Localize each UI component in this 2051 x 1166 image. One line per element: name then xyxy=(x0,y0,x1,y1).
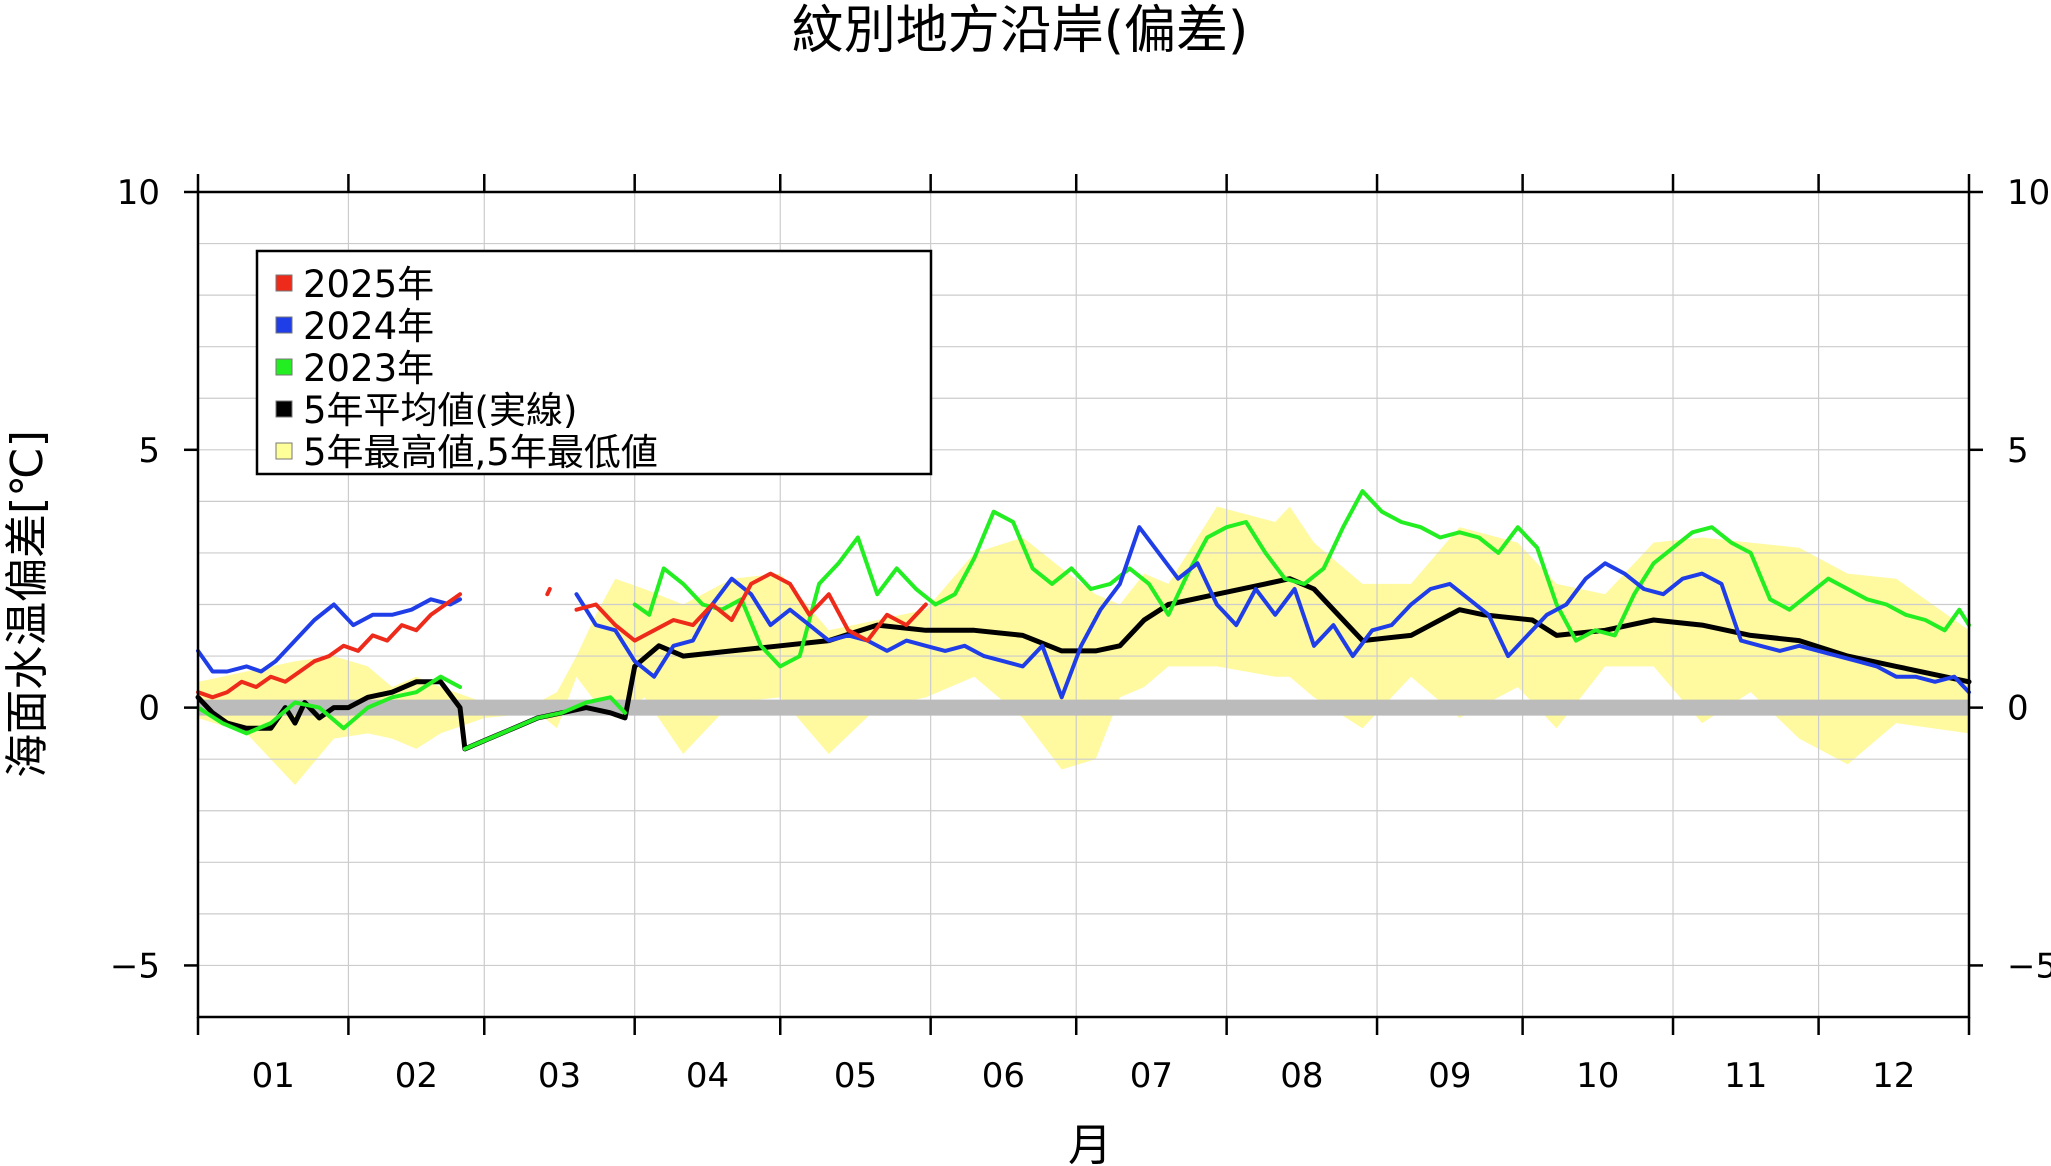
series-1 xyxy=(196,489,1971,751)
series-line xyxy=(462,695,627,751)
legend-swatch xyxy=(275,442,293,460)
series-line xyxy=(196,674,462,736)
zero-line xyxy=(198,699,1969,716)
x-tick-label: 03 xyxy=(538,1056,581,1096)
y-tick-label-right: −5 xyxy=(2007,946,2051,986)
x-tick-label: 12 xyxy=(1872,1056,1915,1096)
x-axis-label: 月 xyxy=(1068,1120,1112,1166)
series-line xyxy=(632,489,1971,669)
legend-label: 5年平均値(実線) xyxy=(303,389,577,432)
x-tick-label: 02 xyxy=(395,1056,438,1096)
y-tick-label: 0 xyxy=(138,689,160,729)
legend-label: 2024年 xyxy=(303,305,434,348)
y-tick-label-right: 5 xyxy=(2007,431,2029,471)
legend-label: 2023年 xyxy=(303,347,434,390)
series-line xyxy=(574,571,928,643)
x-tick-label: 01 xyxy=(252,1056,295,1096)
series-2 xyxy=(196,525,1971,700)
chart-title: 紋別地方沿岸(偏差) xyxy=(792,1,1249,61)
x-tick-label: 05 xyxy=(834,1056,877,1096)
series-line xyxy=(574,525,1971,700)
series-line xyxy=(196,592,462,700)
legend-swatch xyxy=(275,316,293,334)
y-axis-ticks: 10 10 5 5 0 0 −5 −5 xyxy=(110,173,2051,986)
series-0 xyxy=(195,576,1972,752)
legend-label: 5年最高値,5年最低値 xyxy=(303,431,658,474)
y-tick-label-right: 0 xyxy=(2007,689,2029,729)
series-line xyxy=(195,576,1972,752)
x-tick-label: 06 xyxy=(982,1056,1025,1096)
legend-label: 2025年 xyxy=(303,263,434,306)
y-tick-label: −5 xyxy=(110,946,160,986)
series-lines xyxy=(195,489,1972,752)
legend-swatch xyxy=(275,274,293,292)
x-tick-label: 07 xyxy=(1130,1056,1173,1096)
x-tick-label: 11 xyxy=(1724,1056,1767,1096)
x-tick-label: 09 xyxy=(1428,1056,1471,1096)
x-tick-label: 04 xyxy=(686,1056,729,1096)
y-axis-label: 海面水温偏差[℃] xyxy=(2,430,53,778)
series-line xyxy=(545,587,552,597)
series-line xyxy=(196,597,462,674)
x-tick-label: 10 xyxy=(1576,1056,1619,1096)
legend-swatch xyxy=(275,358,293,376)
x-axis-ticks: 01 02 03 04 05 06 07 08 09 10 11 12 xyxy=(196,174,1971,1096)
x-tick-label: 08 xyxy=(1280,1056,1323,1096)
y-tick-label-right: 10 xyxy=(2007,173,2050,213)
band-area xyxy=(198,506,1969,785)
legend-box xyxy=(255,249,933,476)
series-3 xyxy=(196,571,928,700)
y-tick-label: 5 xyxy=(138,431,160,471)
y-tick-label: 10 xyxy=(117,173,160,213)
five-year-range-band xyxy=(198,506,1969,785)
plot-frame xyxy=(196,190,1971,1019)
legend-swatch xyxy=(275,400,293,418)
